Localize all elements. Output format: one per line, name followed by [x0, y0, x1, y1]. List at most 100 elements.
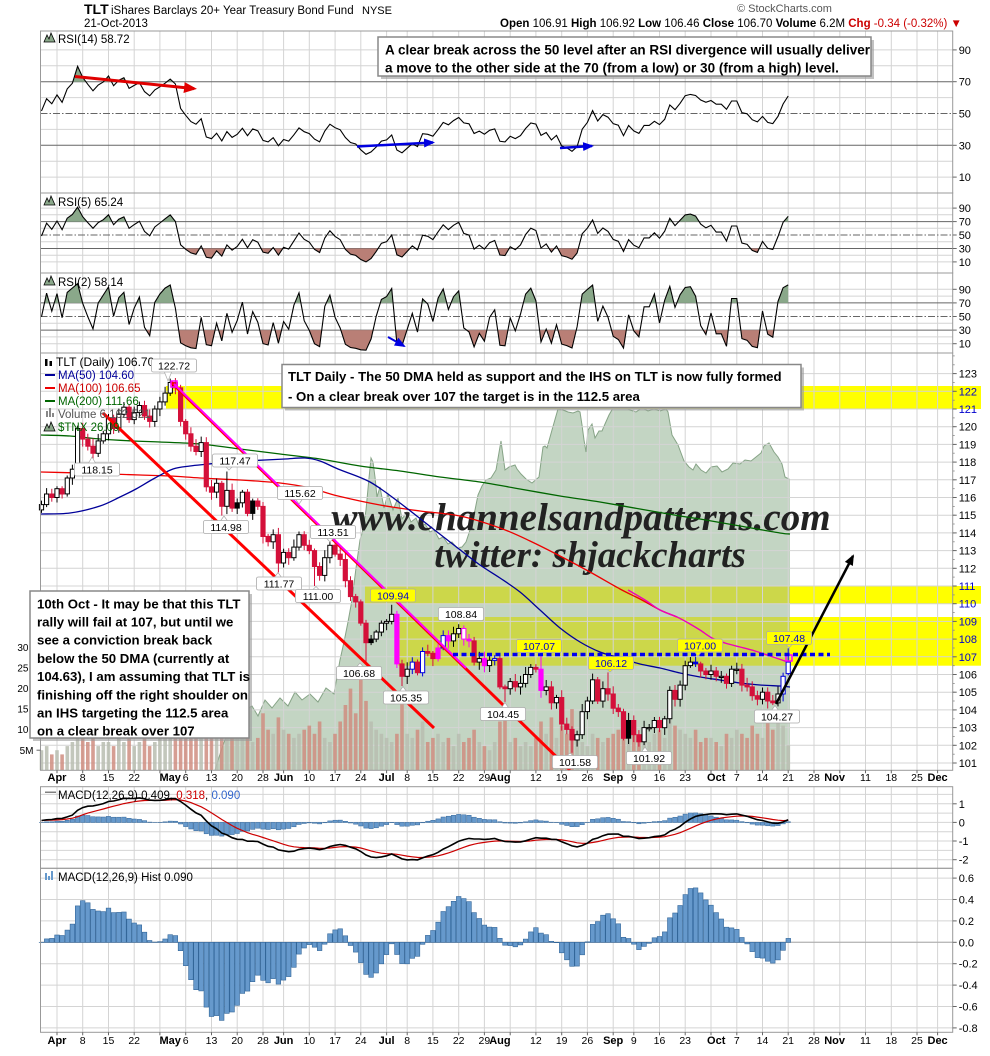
svg-text:Aug: Aug: [489, 1035, 510, 1047]
svg-text:6: 6: [183, 772, 189, 784]
svg-text:-0.2: -0.2: [959, 959, 978, 971]
svg-text:101.92: 101.92: [633, 753, 665, 765]
svg-text:9: 9: [631, 772, 637, 784]
svg-text:-2: -2: [959, 855, 969, 867]
svg-text:10: 10: [303, 772, 315, 784]
svg-text:16: 16: [654, 1035, 666, 1047]
svg-text:10: 10: [303, 1035, 315, 1047]
svg-text:Oct: Oct: [707, 772, 726, 784]
svg-text:21: 21: [782, 1035, 794, 1047]
svg-text:108: 108: [959, 634, 977, 646]
svg-text:7: 7: [734, 1035, 740, 1047]
svg-text:123: 123: [959, 369, 977, 381]
svg-text:115.62: 115.62: [284, 488, 315, 500]
svg-text:28: 28: [808, 1035, 820, 1047]
svg-text:114.98: 114.98: [210, 522, 241, 534]
svg-text:8: 8: [404, 772, 410, 784]
svg-text:113: 113: [959, 546, 977, 558]
svg-text:70: 70: [959, 77, 971, 89]
svg-text:Nov: Nov: [824, 1035, 846, 1047]
svg-text:TLT (Daily) 106.70: TLT (Daily) 106.70: [56, 355, 155, 369]
svg-text:17: 17: [329, 772, 341, 784]
svg-text:25: 25: [17, 664, 29, 675]
svg-text:115: 115: [959, 510, 977, 522]
svg-text:below the 50 DMA (currently at: below the 50 DMA (currently at: [37, 651, 230, 666]
svg-text:RSI(14) 58.72: RSI(14) 58.72: [58, 34, 130, 46]
svg-text:-0.8: -0.8: [959, 1023, 978, 1035]
svg-text:10: 10: [959, 172, 971, 184]
svg-text:109: 109: [959, 616, 977, 628]
svg-text:0.2: 0.2: [959, 916, 974, 928]
svg-text:14: 14: [757, 1035, 769, 1047]
svg-text:90: 90: [959, 284, 971, 296]
svg-text:$TNX 26.09: $TNX 26.09: [58, 422, 119, 434]
svg-text:Nov: Nov: [824, 772, 846, 784]
svg-text:—: —: [45, 786, 56, 798]
svg-text:8: 8: [80, 772, 86, 784]
svg-text:an IHS targeting the 112.5 are: an IHS targeting the 112.5 area: [37, 706, 229, 721]
svg-text:9: 9: [631, 1035, 637, 1047]
svg-text:Jul: Jul: [379, 772, 395, 784]
svg-text:Volume 6,162,521: Volume 6,162,521: [58, 409, 151, 421]
svg-text:MA(200) 111.66: MA(200) 111.66: [58, 396, 139, 408]
svg-text:Jul: Jul: [379, 1035, 395, 1047]
svg-text:15: 15: [17, 705, 29, 716]
svg-text:twitter: shjackcharts: twitter: shjackcharts: [434, 535, 745, 576]
svg-text:20: 20: [231, 772, 243, 784]
svg-text:24: 24: [355, 772, 367, 784]
svg-text:15: 15: [427, 1035, 439, 1047]
svg-text:on a clear break over 107: on a clear break over 107: [37, 724, 195, 739]
svg-text:6: 6: [183, 1035, 189, 1047]
svg-text:104.63), I am assuming that TL: 104.63), I am assuming that TLT is: [37, 669, 250, 684]
svg-text:104.45: 104.45: [487, 709, 519, 721]
svg-text:21: 21: [782, 772, 794, 784]
svg-text:MACD(12,26,9) 0.409, 0.318, 0.: MACD(12,26,9) 0.409, 0.318, 0.090: [58, 790, 240, 802]
svg-text:Apr: Apr: [48, 772, 68, 784]
svg-text:12: 12: [530, 772, 542, 784]
svg-text:105: 105: [959, 687, 977, 699]
svg-text:22: 22: [453, 1035, 465, 1047]
svg-text:Jun: Jun: [274, 1035, 294, 1047]
svg-text:114: 114: [959, 528, 977, 540]
svg-text:Aug: Aug: [489, 772, 510, 784]
svg-text:122.72: 122.72: [158, 361, 190, 373]
svg-text:105.35: 105.35: [390, 693, 422, 705]
svg-text:50: 50: [959, 230, 971, 242]
svg-text:119: 119: [959, 439, 977, 451]
svg-text:14: 14: [757, 772, 769, 784]
svg-text:Apr: Apr: [48, 1035, 68, 1047]
svg-text:18: 18: [885, 772, 897, 784]
svg-text:107: 107: [959, 652, 977, 664]
svg-text:111.77: 111.77: [264, 579, 295, 591]
svg-text:70: 70: [959, 298, 971, 310]
svg-text:112: 112: [959, 563, 977, 575]
svg-text:www.channelsandpatterns.com: www.channelsandpatterns.com: [331, 496, 830, 539]
svg-text:25: 25: [911, 1035, 923, 1047]
svg-text:116: 116: [959, 493, 977, 505]
svg-text:118: 118: [959, 457, 977, 469]
svg-text:107.00: 107.00: [684, 641, 716, 653]
svg-text:120: 120: [959, 422, 977, 434]
svg-text:finishing off the right should: finishing off the right shoulder on: [37, 687, 248, 702]
svg-text:7: 7: [734, 772, 740, 784]
svg-text:1: 1: [959, 799, 965, 811]
svg-text:8: 8: [80, 1035, 86, 1047]
svg-text:117.47: 117.47: [219, 456, 250, 468]
svg-text:107.07: 107.07: [523, 641, 555, 653]
svg-text:106.12: 106.12: [595, 658, 627, 670]
svg-text:21-Oct-2013: 21-Oct-2013: [84, 18, 148, 30]
svg-text:Oct: Oct: [707, 1035, 726, 1047]
svg-text:Jun: Jun: [274, 772, 294, 784]
svg-text:- On a clear break over 107 th: - On a clear break over 107 the target i…: [288, 389, 641, 404]
svg-text:Sep: Sep: [603, 1035, 623, 1047]
svg-text:102: 102: [959, 740, 977, 752]
svg-text:29: 29: [479, 772, 491, 784]
svg-text:121: 121: [959, 404, 977, 416]
svg-text:28: 28: [257, 772, 269, 784]
svg-text:24: 24: [355, 1035, 367, 1047]
svg-text:110: 110: [959, 599, 977, 611]
svg-text:15: 15: [427, 772, 439, 784]
svg-text:5M: 5M: [20, 746, 34, 757]
svg-text:23: 23: [679, 772, 691, 784]
svg-text:see a conviction break back: see a conviction break back: [37, 633, 213, 648]
